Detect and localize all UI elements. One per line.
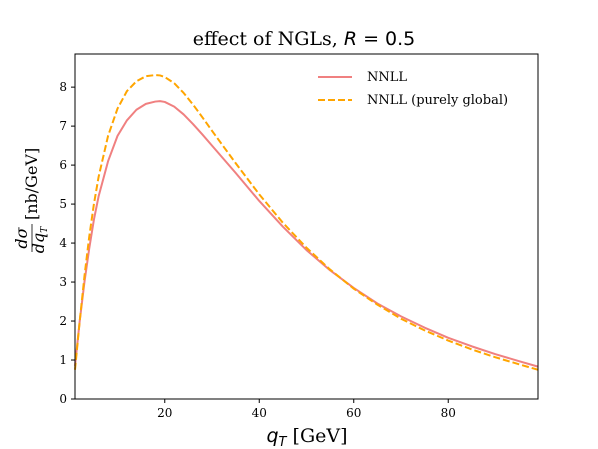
x-tick-label: 80 bbox=[441, 406, 456, 420]
chart-title: effect of NGLs, R = 0.5 bbox=[193, 28, 416, 50]
x-tick-label: 40 bbox=[252, 406, 267, 420]
x-axis-label: qT [GeV] bbox=[266, 425, 347, 449]
y-tick-label: 0 bbox=[59, 392, 67, 406]
y-tick-label: 1 bbox=[59, 353, 67, 367]
y-tick-label: 5 bbox=[59, 197, 67, 211]
series-line-nnll-purely-global bbox=[74, 74, 539, 371]
y-label-denominator: dqT bbox=[29, 226, 50, 253]
ticks: 20 40 60 80 0 1 2 3 4 5 6 7 8 bbox=[59, 80, 456, 420]
series-line-nnll bbox=[74, 100, 539, 368]
legend: NNLL NNLL (purely global) bbox=[318, 70, 508, 108]
y-tick-label: 3 bbox=[59, 275, 67, 289]
y-tick-label: 6 bbox=[59, 158, 67, 172]
plot-area bbox=[74, 74, 539, 371]
legend-label-nnll: NNLL bbox=[367, 70, 407, 85]
legend-label-nnll-purely-global: NNLL (purely global) bbox=[367, 93, 508, 108]
y-label-numerator: dσ bbox=[12, 226, 31, 248]
y-label-unit: [nb/GeV] bbox=[22, 148, 41, 220]
y-axis-label: dσ dqT [nb/GeV] bbox=[12, 148, 50, 253]
x-tick-label: 60 bbox=[346, 406, 361, 420]
y-tick-label: 8 bbox=[59, 80, 67, 94]
axes-frame bbox=[74, 53, 539, 400]
y-tick-label: 7 bbox=[59, 119, 67, 133]
x-tick-label: 20 bbox=[157, 406, 172, 420]
y-tick-label: 4 bbox=[59, 236, 67, 250]
y-tick-label: 2 bbox=[59, 314, 67, 328]
